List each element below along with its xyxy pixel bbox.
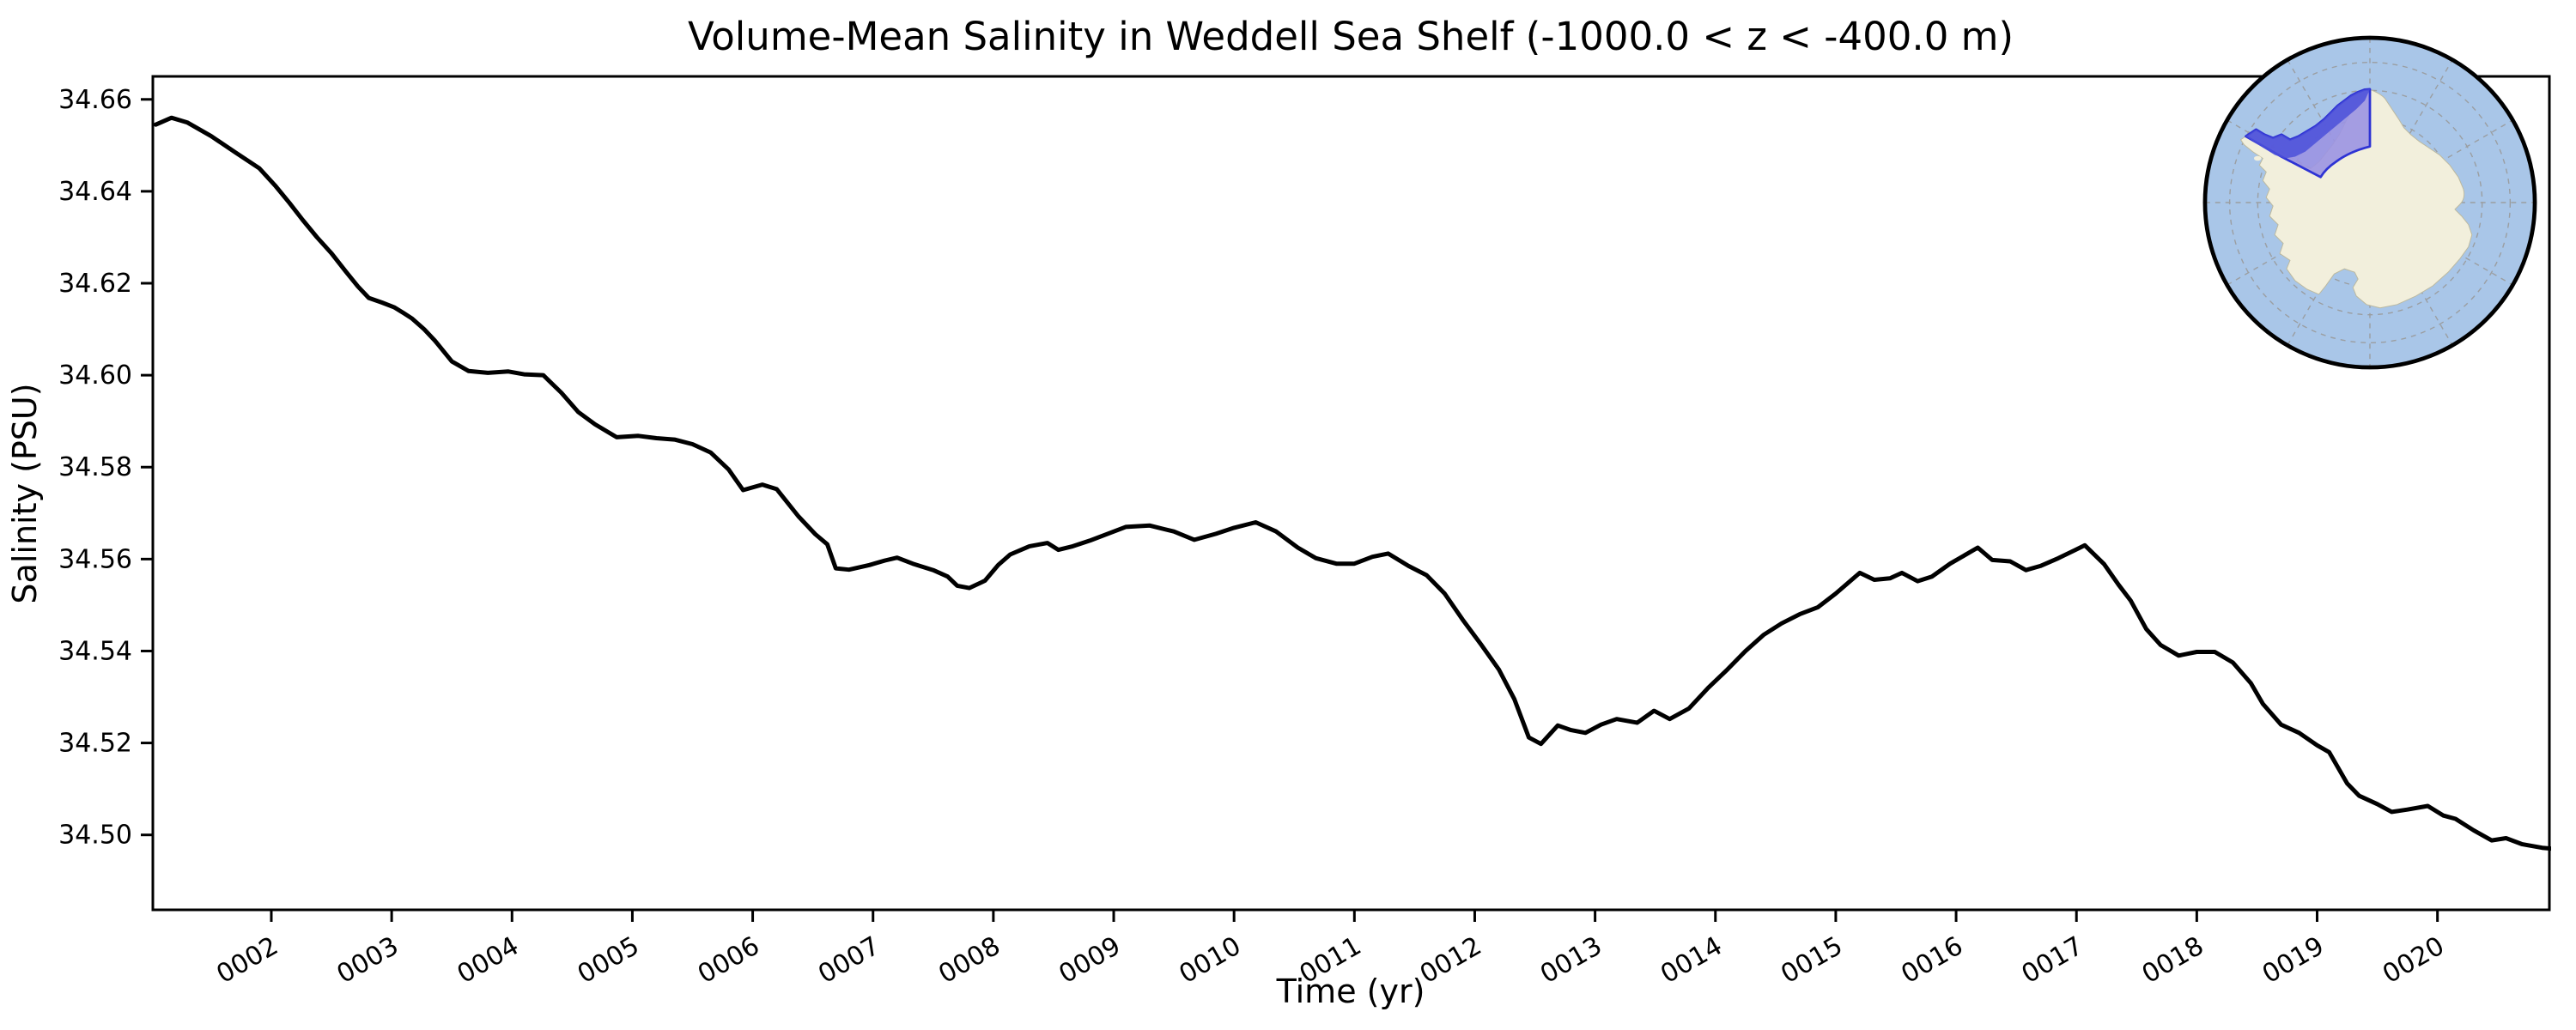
y-tick-label: 34.60 [58, 360, 132, 391]
map-border [2202, 35, 2537, 370]
x-tick-label: 0019 [2257, 931, 2330, 990]
x-tick-label: 0013 [1535, 931, 1607, 990]
map-island [2280, 234, 2287, 239]
x-tick-label: 0020 [2378, 931, 2450, 990]
x-tick-label: 0010 [1175, 931, 1247, 990]
x-tick-label: 0012 [1415, 931, 1487, 990]
y-tick-label: 34.64 [58, 177, 132, 207]
y-tick-label: 34.50 [58, 821, 132, 851]
x-tick-label: 0004 [453, 931, 525, 990]
x-tick-label: 0005 [573, 931, 645, 990]
y-axis-ticks: 34.66 34.64 34.62 34.60 34.58 34.56 34.54 34.52… [58, 85, 153, 851]
x-tick-label: 0015 [1776, 931, 1848, 990]
x-tick-label: 0008 [933, 931, 1005, 990]
y-tick-label: 34.54 [58, 636, 132, 666]
antarctica-inset-map [2202, 35, 2537, 370]
salinity-line-series [153, 115, 2551, 851]
x-axis-label: Time (yr) [1276, 972, 1425, 1010]
y-tick-label: 34.62 [58, 269, 132, 299]
x-tick-label: 0002 [211, 931, 283, 990]
map-island [2269, 185, 2276, 190]
y-axis-label: Salinity (PSU) [6, 383, 44, 603]
y-tick-label: 34.66 [58, 85, 132, 115]
y-tick-label: 34.56 [58, 544, 132, 574]
x-tick-label: 0018 [2137, 931, 2209, 990]
x-tick-label: 0017 [2017, 931, 2089, 990]
x-tick-label: 0016 [1896, 931, 1968, 990]
x-tick-label: 0014 [1656, 931, 1728, 990]
map-region-weddell-sea [2245, 88, 2370, 159]
y-tick-label: 34.52 [58, 729, 132, 759]
chart-title: Volume-Mean Salinity in Weddell Sea Shel… [688, 14, 2014, 59]
map-island [2253, 155, 2262, 161]
y-tick-label: 34.58 [58, 452, 132, 482]
x-tick-label: 0003 [331, 931, 404, 990]
x-tick-label: 0006 [693, 931, 765, 990]
plot-border [151, 75, 2551, 912]
x-tick-label: 0007 [813, 931, 885, 990]
x-tick-label: 0009 [1054, 931, 1126, 990]
